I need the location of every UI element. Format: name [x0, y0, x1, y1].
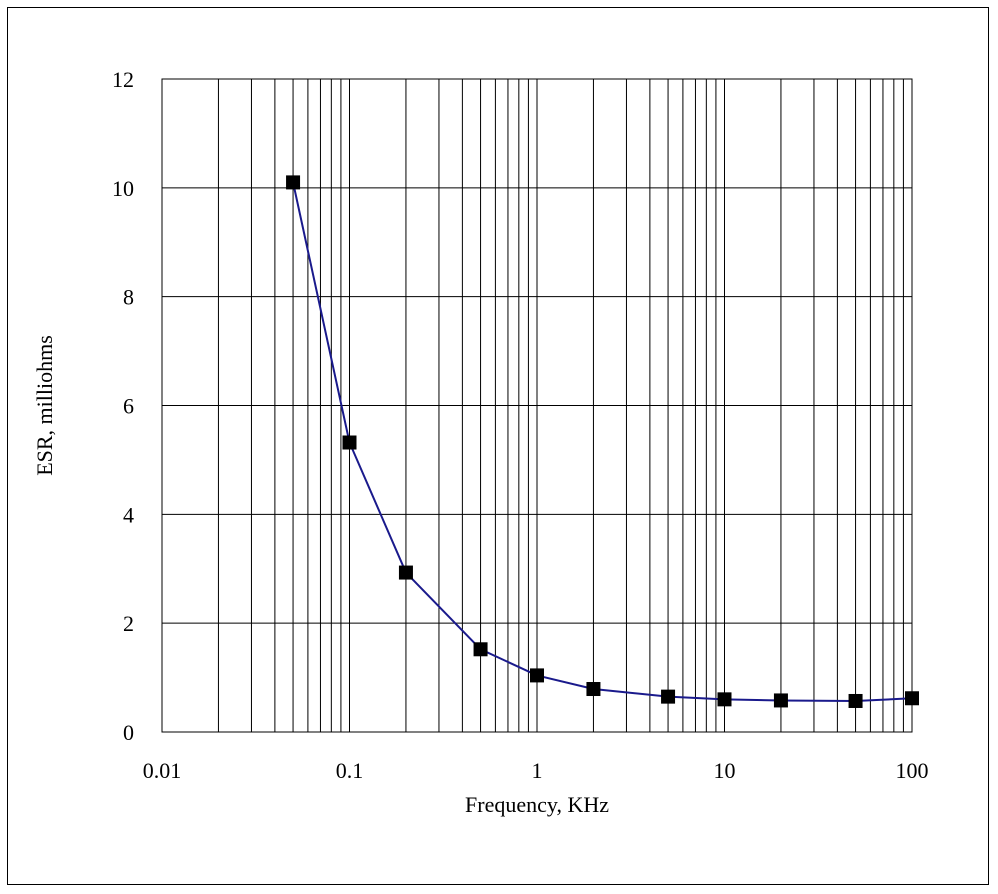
- data-point-marker: [773, 693, 788, 708]
- x-tick-label: 0.1: [336, 758, 364, 783]
- y-tick-label: 0: [123, 720, 134, 745]
- data-point-marker: [286, 175, 301, 190]
- data-point-marker: [848, 693, 863, 708]
- y-axis-tick-labels: 0 2 4 6 8 10 12: [112, 67, 134, 745]
- data-point-marker: [717, 692, 732, 707]
- data-point-marker: [530, 668, 544, 683]
- x-tick-label: 100: [896, 758, 929, 783]
- x-tick-label: 0.01: [143, 758, 182, 783]
- y-tick-label: 10: [112, 176, 134, 201]
- plot-grid: [161, 78, 912, 733]
- data-point-marker: [586, 682, 601, 697]
- data-point-marker: [342, 435, 357, 450]
- chart-frame: [7, 7, 989, 885]
- x-tick-label: 10: [714, 758, 736, 783]
- esr-series: [286, 175, 919, 708]
- y-axis-title: ESR, milliohms: [32, 335, 57, 476]
- x-tick-label: 1: [532, 758, 543, 783]
- y-tick-label: 6: [123, 394, 134, 419]
- data-point-marker: [905, 691, 919, 706]
- y-tick-label: 2: [123, 611, 134, 636]
- data-point-marker: [398, 565, 413, 580]
- y-tick-label: 12: [112, 67, 134, 92]
- data-point-marker: [473, 642, 488, 657]
- y-tick-label: 8: [123, 285, 134, 310]
- y-tick-label: 4: [123, 502, 134, 527]
- x-axis-tick-labels: 0.01 0.1 1 10 100: [143, 758, 929, 783]
- data-point-marker: [661, 689, 676, 704]
- plot-area-border: [161, 78, 913, 733]
- x-axis-title: Frequency, KHz: [465, 792, 609, 817]
